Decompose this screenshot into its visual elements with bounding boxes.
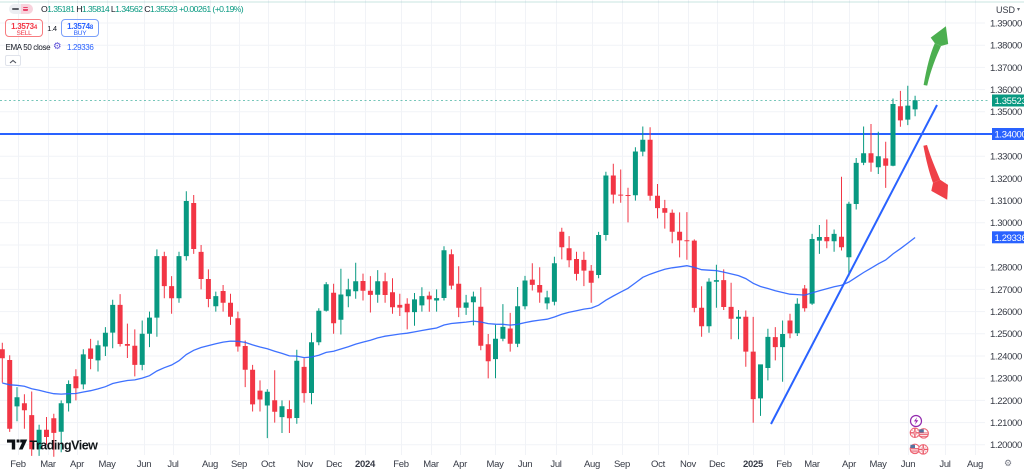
svg-text:Mar: Mar <box>804 459 820 470</box>
svg-text:Aug: Aug <box>584 459 600 470</box>
svg-text:Apr: Apr <box>453 459 467 470</box>
svg-text:1.38000: 1.38000 <box>990 41 1022 52</box>
svg-text:1.25000: 1.25000 <box>990 329 1022 340</box>
svg-text:1.36000: 1.36000 <box>990 85 1022 96</box>
svg-text:1.35000: 1.35000 <box>990 107 1022 118</box>
svg-text:Aug: Aug <box>202 459 218 470</box>
svg-text:Nov: Nov <box>297 459 314 470</box>
svg-text:Apr: Apr <box>70 459 84 470</box>
svg-text:Mar: Mar <box>423 459 439 470</box>
svg-text:1.24000: 1.24000 <box>990 351 1022 362</box>
svg-text:Oct: Oct <box>261 459 276 470</box>
svg-text:1.27000: 1.27000 <box>990 285 1022 296</box>
svg-text:Sep: Sep <box>231 459 247 470</box>
svg-text:2025: 2025 <box>743 459 764 470</box>
svg-text:1.33000: 1.33000 <box>990 152 1022 163</box>
svg-text:Jun: Jun <box>137 459 151 470</box>
svg-text:Jul: Jul <box>167 459 178 470</box>
svg-text:1.23000: 1.23000 <box>990 374 1022 385</box>
svg-text:Dec: Dec <box>326 459 343 470</box>
svg-text:Aug: Aug <box>967 459 983 470</box>
svg-text:Oct: Oct <box>651 459 666 470</box>
svg-text:1.34000: 1.34000 <box>995 130 1024 141</box>
svg-text:1.32000: 1.32000 <box>990 174 1022 185</box>
svg-text:1.37000: 1.37000 <box>990 63 1022 74</box>
svg-text:Mar: Mar <box>40 459 56 470</box>
svg-text:Feb: Feb <box>10 459 25 470</box>
svg-text:Sep: Sep <box>614 459 630 470</box>
svg-text:Feb: Feb <box>776 459 791 470</box>
svg-text:1.22000: 1.22000 <box>990 396 1022 407</box>
svg-text:1.31000: 1.31000 <box>990 196 1022 207</box>
svg-text:Jun: Jun <box>901 459 915 470</box>
svg-text:Jul: Jul <box>939 459 950 470</box>
svg-text:Feb: Feb <box>393 459 408 470</box>
svg-text:1.21000: 1.21000 <box>990 418 1022 429</box>
svg-text:1.35523: 1.35523 <box>995 96 1024 107</box>
svg-text:1.26000: 1.26000 <box>990 307 1022 318</box>
svg-text:Apr: Apr <box>842 459 856 470</box>
svg-text:May: May <box>98 459 116 470</box>
svg-text:1.29336: 1.29336 <box>995 233 1024 244</box>
svg-text:1.30000: 1.30000 <box>990 218 1022 229</box>
svg-text:2024: 2024 <box>355 459 376 470</box>
svg-text:Nov: Nov <box>680 459 697 470</box>
svg-text:Jun: Jun <box>518 459 532 470</box>
svg-text:Dec: Dec <box>709 459 726 470</box>
svg-text:May: May <box>869 459 887 470</box>
svg-text:TradingView: TradingView <box>30 439 99 453</box>
svg-text:1.28000: 1.28000 <box>990 263 1022 274</box>
svg-text:Jul: Jul <box>550 459 561 470</box>
svg-text:May: May <box>486 459 504 470</box>
svg-text:1.39000: 1.39000 <box>990 18 1022 29</box>
svg-text:1.20000: 1.20000 <box>990 440 1022 451</box>
